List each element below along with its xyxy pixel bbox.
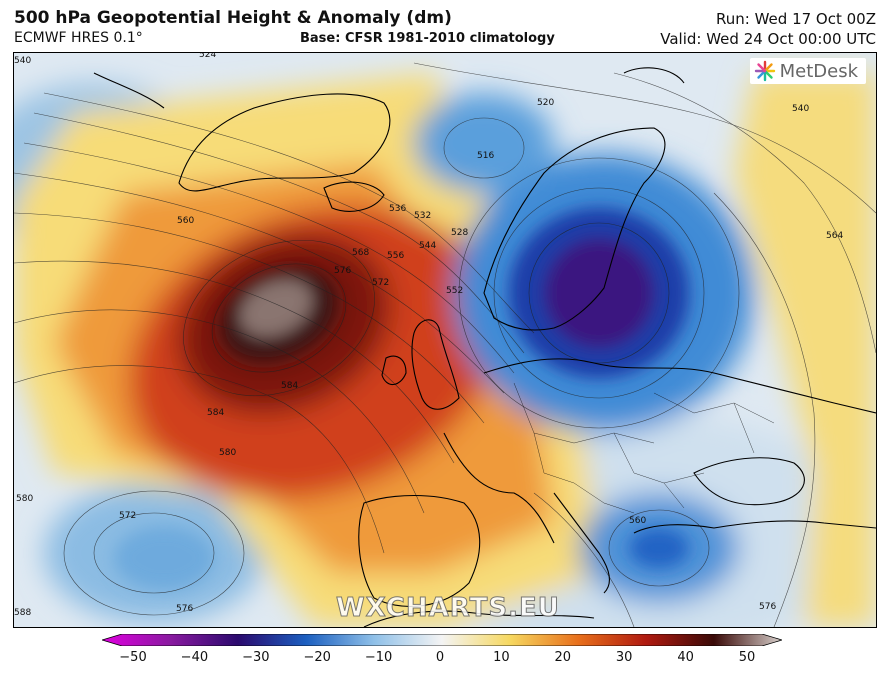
contour-label: 540 xyxy=(792,104,809,114)
valid-time: Valid: Wed 24 Oct 00:00 UTC xyxy=(660,30,876,48)
colorbar xyxy=(102,634,782,646)
colorbar-tick-label: 0 xyxy=(435,650,445,665)
colorbar-tick-label: 50 xyxy=(738,650,756,665)
height-contours xyxy=(14,62,876,627)
contour-label: 564 xyxy=(826,231,843,241)
contour-label: 516 xyxy=(477,151,494,161)
contour-label: 532 xyxy=(414,211,431,221)
contour-label: 588 xyxy=(14,608,31,618)
weather-map[interactable]: 524 540 520 516 536 532 528 560 568 576 … xyxy=(13,52,877,628)
contour-label: 576 xyxy=(176,604,193,614)
colorbar-tick-label: 30 xyxy=(615,650,633,665)
borders xyxy=(513,382,775,514)
chart-title: 500 hPa Geopotential Height & Anomaly (d… xyxy=(14,8,452,28)
metdesk-logo-icon xyxy=(754,60,775,82)
contour-label: 540 xyxy=(14,56,31,66)
contour-label: 556 xyxy=(387,251,404,261)
climatology-base: Base: CFSR 1981-2010 climatology xyxy=(300,31,555,46)
model-label: ECMWF HRES 0.1° xyxy=(14,30,143,46)
contour-label: 568 xyxy=(352,248,369,258)
anomaly-field: 524 540 520 516 536 532 528 560 568 576 … xyxy=(14,53,876,627)
coastlines xyxy=(93,67,876,627)
contour-label: 572 xyxy=(372,278,389,288)
contour-label: 576 xyxy=(334,266,351,276)
colorbar-tick-label: 10 xyxy=(493,650,510,665)
colorbar-tick-label: −50 xyxy=(119,650,147,665)
contour-label: 524 xyxy=(199,53,216,60)
contour-label: 528 xyxy=(451,228,468,238)
contour-label: 520 xyxy=(537,98,554,108)
colorbar-tick-label: 40 xyxy=(677,650,694,665)
watermark: WXCHARTS.EU xyxy=(336,593,560,624)
contour-label: 552 xyxy=(446,286,463,296)
colorbar-tick-label: 20 xyxy=(554,650,572,665)
contour-label: 584 xyxy=(207,408,224,418)
metdesk-logo: MetDesk xyxy=(749,58,866,84)
run-time: Run: Wed 17 Oct 00Z xyxy=(716,10,876,28)
contour-label: 536 xyxy=(389,204,406,214)
contour-label: 584 xyxy=(281,381,298,391)
colorbar-tick-label: −30 xyxy=(242,650,270,665)
contour-label: 580 xyxy=(219,448,236,458)
colorbar-tick-label: −20 xyxy=(303,650,331,665)
contour-label: 560 xyxy=(177,216,194,226)
contour-label: 580 xyxy=(16,494,33,504)
contour-label: 576 xyxy=(759,602,776,612)
logo-text: MetDesk xyxy=(779,60,858,82)
contour-label: 560 xyxy=(629,516,646,526)
contour-labels: 524 540 520 516 536 532 528 560 568 576 … xyxy=(14,53,843,618)
contour-label: 572 xyxy=(119,511,136,521)
colorbar-tick-label: −10 xyxy=(364,650,393,665)
contour-label: 544 xyxy=(419,241,436,251)
colorbar-tick-label: −40 xyxy=(180,650,209,665)
